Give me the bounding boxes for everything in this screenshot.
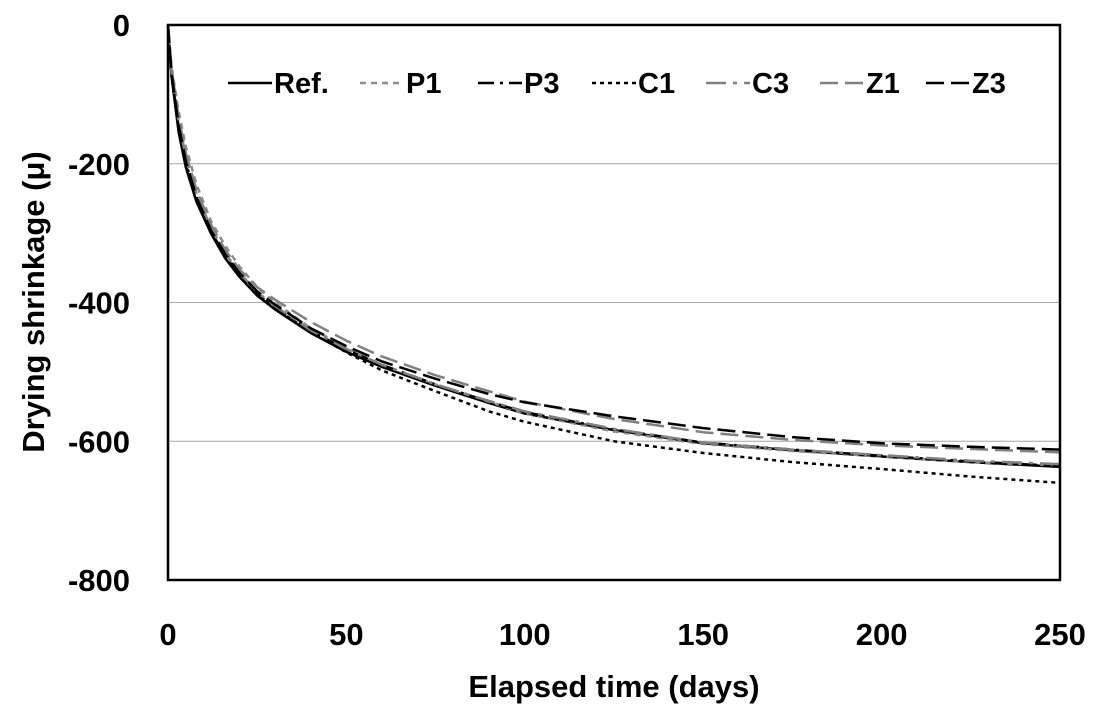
x-tick-label: 150 xyxy=(677,617,729,652)
y-tick-label: -200 xyxy=(68,147,130,182)
legend-label: C3 xyxy=(752,68,789,100)
legend-label: P3 xyxy=(524,68,559,100)
y-tick-label: 0 xyxy=(113,8,130,43)
x-tick-label: 200 xyxy=(856,617,908,652)
gridlines xyxy=(168,163,1060,442)
series-line-z3 xyxy=(166,24,1061,451)
series-line-c1 xyxy=(166,24,1061,485)
y-tick-label: -400 xyxy=(68,286,130,321)
series-line-p1 xyxy=(166,24,1061,467)
x-tick-label: 100 xyxy=(499,617,551,652)
legend-label: P1 xyxy=(406,68,441,100)
x-tick-label: 50 xyxy=(329,617,363,652)
legend-label: Z1 xyxy=(866,68,900,100)
legend-label: C1 xyxy=(638,68,675,100)
legend-label: Ref. xyxy=(274,68,329,100)
y-axis-title: Drying shrinkage (μ) xyxy=(16,151,51,452)
x-axis-title: Elapsed time (days) xyxy=(468,669,759,704)
legend: Ref. P1 P3 C1 C3 Z1 Z3 xyxy=(228,68,1006,100)
y-tick-label: -600 xyxy=(68,424,130,459)
series-line-z1 xyxy=(166,24,1061,454)
x-tick-label: 0 xyxy=(159,617,176,652)
x-tick-label: 250 xyxy=(1034,617,1086,652)
series-lines xyxy=(166,24,1061,485)
plot-area-frame xyxy=(166,23,1062,582)
y-tick-label: -800 xyxy=(68,563,130,598)
tick-labels: 0 -200 -400 -600 -800 0 50 100 150 200 250 xyxy=(68,8,1086,652)
legend-label: Z3 xyxy=(972,68,1006,100)
